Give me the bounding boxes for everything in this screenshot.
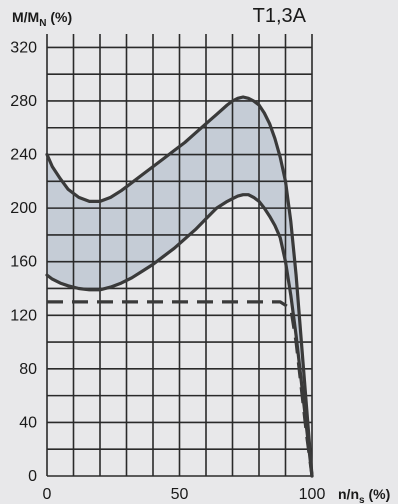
x-tick-label: 50 <box>171 486 189 503</box>
y-axis-title-main: M/M <box>12 9 39 25</box>
x-axis-title-main: n/n <box>338 486 359 502</box>
band-layer <box>47 97 312 476</box>
rated-torque-dashed-line <box>47 300 314 477</box>
torque-band-area <box>47 97 312 476</box>
x-axis-title: n/ns (%) <box>338 486 390 504</box>
y-tick-label: 0 <box>28 468 37 485</box>
x-tick-label: 100 <box>299 486 326 503</box>
y-tick-label: 160 <box>10 254 37 271</box>
upper-torque-curve <box>45 95 314 478</box>
x-axis-title-sub: s <box>359 495 365 504</box>
lower-torque-curve <box>45 193 314 478</box>
y-tick-label: 120 <box>10 307 37 324</box>
y-axis-title-sub: N <box>39 18 46 29</box>
tick-layer: 0 40 80 120 160 200 240 280 320 0 50 100 <box>10 39 325 503</box>
y-tick-label: 200 <box>10 200 37 217</box>
grid-layer <box>46 34 313 477</box>
chart-title: T1,3A <box>253 5 307 27</box>
y-tick-label: 80 <box>19 361 37 378</box>
y-tick-label: 280 <box>10 93 37 110</box>
curve-layer <box>45 95 314 478</box>
x-tick-label: 0 <box>43 486 52 503</box>
x-axis-title-unit: (%) <box>365 486 391 502</box>
y-tick-label: 320 <box>10 39 37 56</box>
y-axis-title: M/MN (%) <box>12 9 72 29</box>
y-tick-label: 240 <box>10 147 37 164</box>
y-tick-label: 40 <box>19 414 37 431</box>
y-axis-title-unit: (%) <box>46 9 72 25</box>
